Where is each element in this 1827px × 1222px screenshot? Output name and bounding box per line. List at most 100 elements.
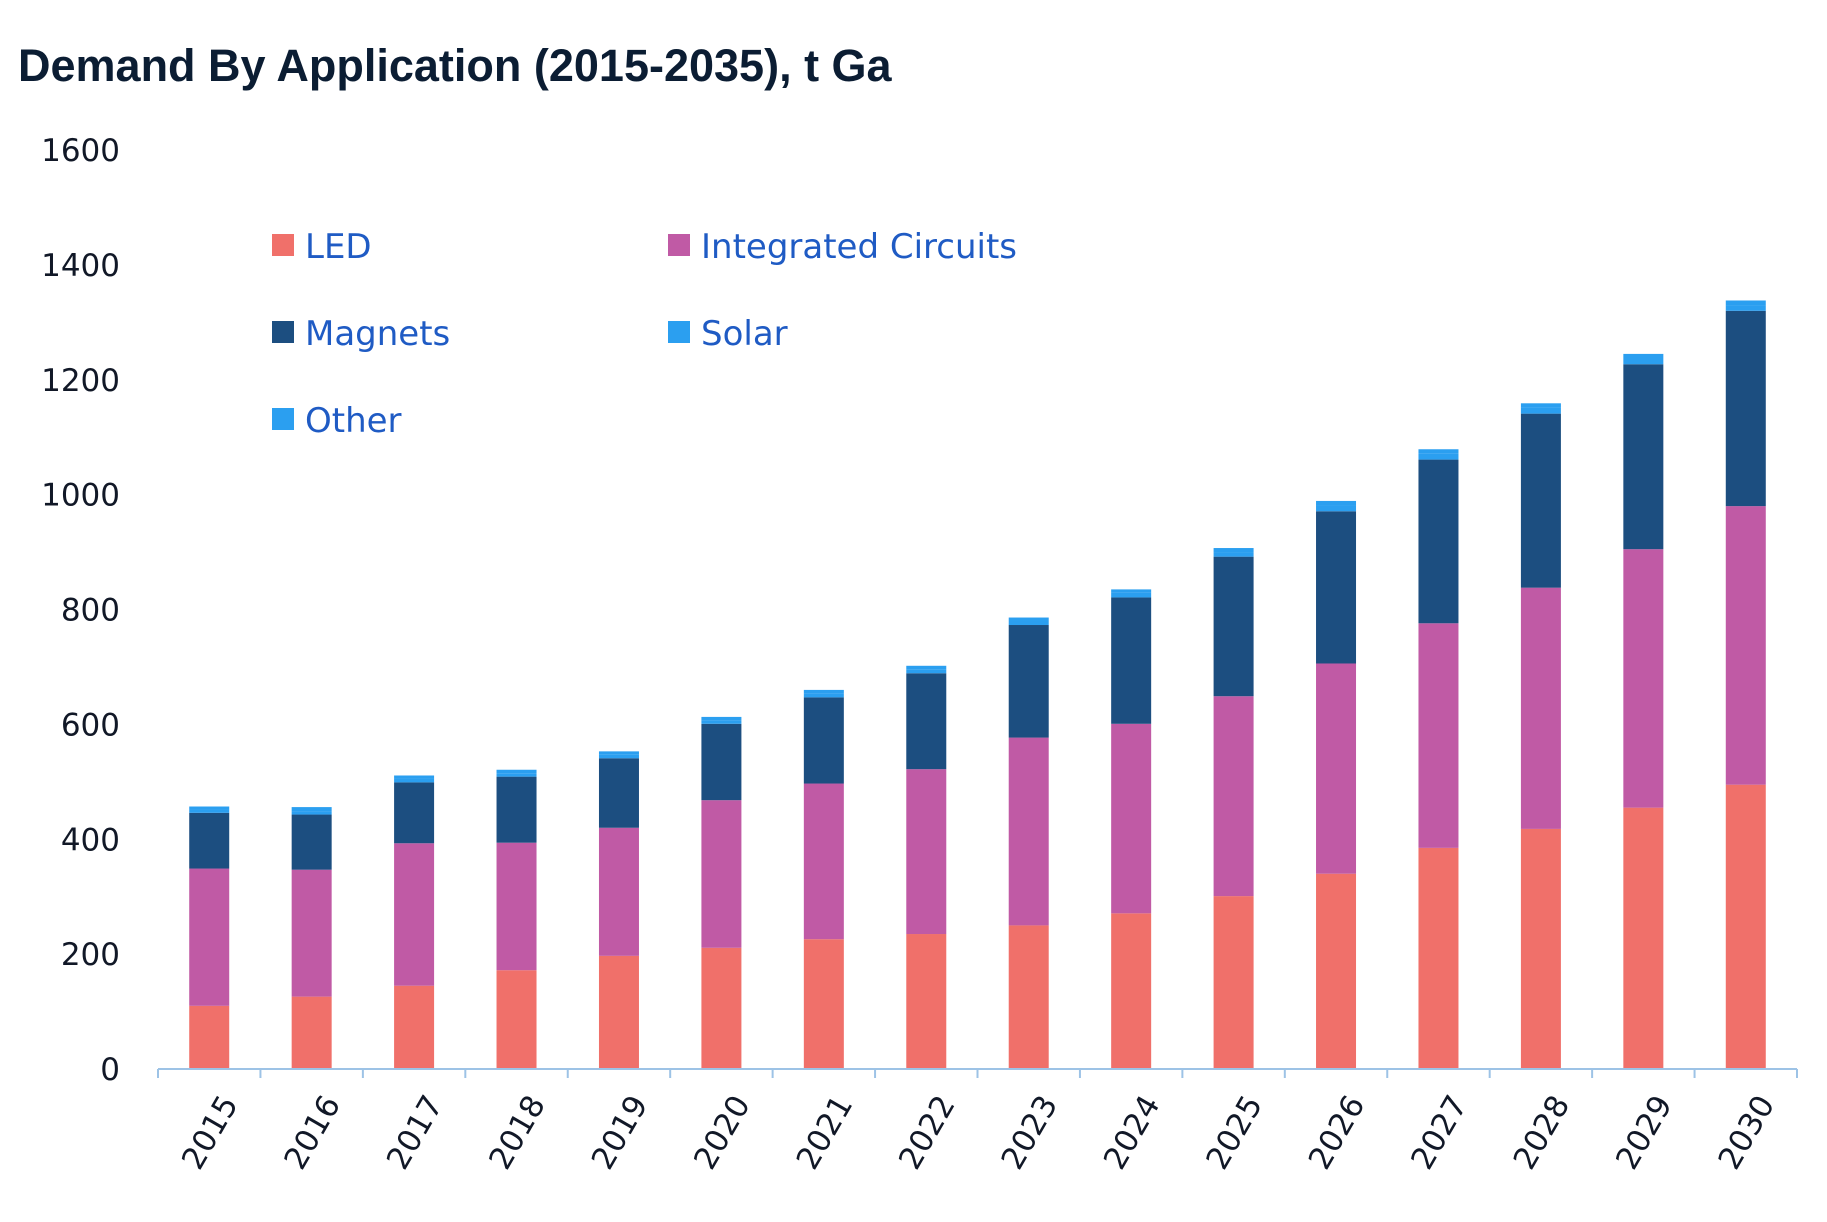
legend-label-magnets: Magnets — [305, 314, 450, 354]
x-tick-label: 2022 — [892, 1089, 963, 1175]
x-tick-label: 2018 — [482, 1089, 553, 1175]
bar-segment-led-2019 — [598, 955, 639, 1069]
bar-segment-other-2023 — [1008, 617, 1049, 621]
x-tick-label: 2020 — [687, 1089, 758, 1175]
bar-segment-magnets-2029 — [1623, 364, 1664, 550]
bar-segment-led-2030 — [1725, 784, 1766, 1069]
bar-segment-other-2021 — [803, 689, 844, 694]
x-axis — [157, 1068, 1798, 1078]
legend-swatch-led — [272, 234, 294, 256]
bar-segment-other-2020 — [701, 716, 742, 721]
y-tick-label: 0 — [100, 1052, 120, 1088]
bar-segment-integrated-circuits-2030 — [1725, 506, 1766, 785]
bar-segment-magnets-2027 — [1418, 459, 1459, 624]
bar-segment-other-2019 — [598, 751, 639, 755]
y-tick-label: 1600 — [41, 133, 120, 169]
bar-segment-led-2027 — [1418, 847, 1459, 1069]
bar-segment-led-2028 — [1520, 828, 1561, 1069]
bar-segment-integrated-circuits-2022 — [906, 769, 947, 935]
chart-title: Demand By Application (2015-2035), t Ga — [18, 40, 892, 91]
bar-segment-other-2028 — [1520, 403, 1561, 408]
legend-swatch-solar — [668, 321, 690, 343]
legend-swatch-integrated-circuits — [668, 234, 690, 256]
bar-segment-solar-2022 — [906, 669, 947, 674]
y-tick-label: 800 — [61, 593, 120, 629]
bar-segment-led-2018 — [496, 970, 537, 1069]
bar-segment-solar-2019 — [598, 754, 639, 759]
y-axis-labels: 0 200 400 600 800 1000 1200 1400 1600 — [41, 133, 120, 1088]
bar-segment-magnets-2022 — [906, 673, 947, 770]
y-tick-label: 1400 — [41, 248, 120, 284]
bar-segment-magnets-2026 — [1316, 511, 1357, 664]
bar-segment-magnets-2018 — [496, 776, 537, 843]
x-tick-label: 2015 — [175, 1089, 246, 1175]
bar-segment-other-2018 — [496, 769, 537, 774]
bar-segment-magnets-2015 — [189, 812, 230, 869]
bar-segment-led-2022 — [906, 934, 947, 1069]
y-tick-label: 600 — [61, 707, 120, 743]
bar-segment-solar-2018 — [496, 773, 537, 777]
y-tick-label: 400 — [61, 822, 120, 858]
bar-segment-led-2016 — [291, 996, 332, 1069]
bar-segment-led-2020 — [701, 947, 742, 1069]
bars — [189, 300, 1766, 1069]
bar-segment-magnets-2016 — [291, 814, 332, 870]
bar-segment-integrated-circuits-2028 — [1520, 587, 1561, 829]
bar-segment-solar-2030 — [1725, 305, 1766, 311]
bar-segment-solar-2017 — [394, 778, 435, 783]
bar-segment-magnets-2017 — [394, 782, 435, 844]
bar-segment-integrated-circuits-2017 — [394, 843, 435, 986]
bar-segment-integrated-circuits-2025 — [1213, 696, 1254, 897]
bar-segment-led-2015 — [189, 1005, 230, 1069]
bar-segment-magnets-2028 — [1520, 413, 1561, 588]
y-tick-label: 1000 — [41, 478, 120, 514]
bar-segment-solar-2025 — [1213, 552, 1254, 557]
bar-segment-led-2029 — [1623, 807, 1664, 1069]
bar-segment-other-2026 — [1316, 500, 1357, 506]
bar-segment-other-2015 — [189, 806, 230, 810]
x-tick-label: 2023 — [994, 1089, 1065, 1175]
bar-segment-led-2021 — [803, 939, 844, 1069]
x-tick-label: 2017 — [380, 1089, 451, 1175]
bar-segment-other-2025 — [1213, 548, 1254, 553]
bar-segment-led-2023 — [1008, 925, 1049, 1069]
legend: LED Integrated Circuits Magnets Solar Other — [272, 227, 1017, 441]
bar-segment-solar-2021 — [803, 693, 844, 698]
bar-segment-integrated-circuits-2021 — [803, 783, 844, 940]
bar-segment-integrated-circuits-2026 — [1316, 663, 1357, 874]
x-tick-label: 2026 — [1302, 1089, 1373, 1175]
bar-segment-solar-2026 — [1316, 505, 1357, 512]
bar-segment-magnets-2023 — [1008, 625, 1049, 738]
legend-swatch-magnets — [272, 321, 294, 343]
bar-segment-magnets-2021 — [803, 697, 844, 784]
bar-segment-magnets-2025 — [1213, 556, 1254, 697]
x-tick-label: 2030 — [1712, 1089, 1783, 1175]
bar-segment-integrated-circuits-2020 — [701, 800, 742, 948]
bar-segment-led-2017 — [394, 985, 435, 1069]
bar-segment-integrated-circuits-2016 — [291, 869, 332, 997]
x-tick-label: 2027 — [1404, 1089, 1475, 1175]
bar-segment-solar-2020 — [701, 720, 742, 724]
x-axis-labels: 2015 2016 2017 2018 2019 2020 2021 2022 2023 2024… — [175, 1089, 1782, 1175]
legend-label-solar: Solar — [701, 314, 788, 354]
bar-segment-magnets-2024 — [1111, 597, 1152, 724]
x-tick-label: 2021 — [790, 1089, 861, 1175]
bar-segment-integrated-circuits-2027 — [1418, 623, 1459, 848]
legend-label-other: Other — [305, 401, 402, 441]
bar-segment-led-2025 — [1213, 896, 1254, 1069]
x-tick-label: 2016 — [277, 1089, 348, 1175]
bar-segment-integrated-circuits-2015 — [189, 868, 230, 1006]
bar-segment-led-2026 — [1316, 873, 1357, 1069]
legend-swatch-other — [272, 408, 294, 430]
x-tick-label: 2019 — [585, 1089, 656, 1175]
bar-segment-integrated-circuits-2024 — [1111, 723, 1152, 914]
bar-segment-magnets-2030 — [1725, 310, 1766, 507]
legend-label-led: LED — [305, 227, 372, 267]
bar-segment-magnets-2020 — [701, 723, 742, 801]
bar-segment-solar-2023 — [1008, 620, 1049, 626]
x-tick-label: 2025 — [1199, 1089, 1270, 1175]
bar-segment-other-2027 — [1418, 449, 1459, 454]
bar-segment-other-2029 — [1623, 353, 1664, 359]
bar-segment-other-2017 — [394, 775, 435, 779]
bar-segment-other-2016 — [291, 807, 332, 812]
